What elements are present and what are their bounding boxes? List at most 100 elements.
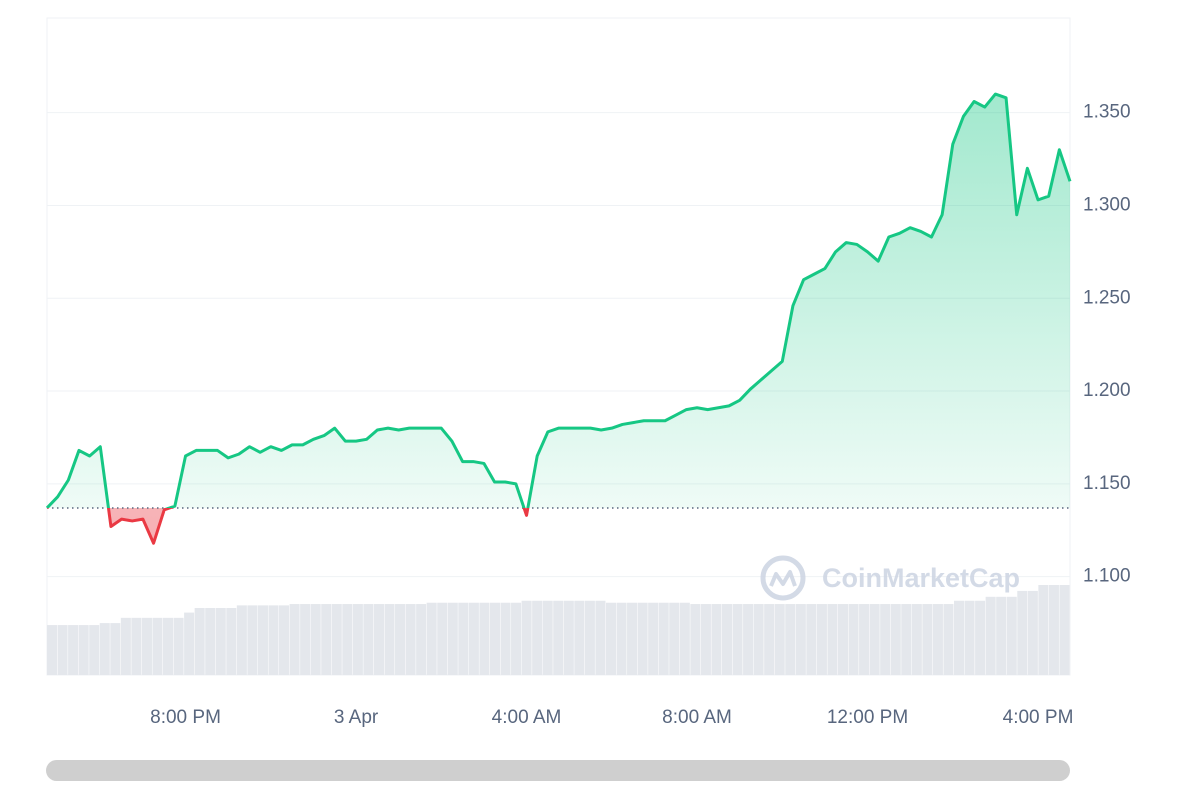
volume-bar — [257, 605, 268, 675]
volume-bar — [395, 604, 406, 675]
volume-bar — [711, 604, 722, 675]
volume-bar — [131, 617, 142, 675]
volume-bar — [732, 604, 743, 675]
y-tick-label: 1.200 — [1083, 380, 1131, 401]
volume-bar — [226, 607, 237, 675]
volume-bar — [785, 604, 796, 675]
volume-bar — [542, 600, 553, 675]
y-tick-label: 1.350 — [1083, 102, 1131, 123]
scrollbar[interactable] — [46, 760, 1070, 781]
volume-bar — [163, 617, 174, 675]
volume-bar — [247, 605, 258, 675]
volume-bar — [521, 600, 532, 675]
volume-bar — [1017, 590, 1028, 675]
volume-bar — [479, 602, 490, 675]
y-tick-label: 1.150 — [1083, 473, 1131, 494]
y-tick-label: 1.250 — [1083, 287, 1131, 308]
volume-bar — [679, 602, 690, 675]
watermark-text: CoinMarketCap — [822, 563, 1020, 593]
volume-bar — [99, 623, 110, 675]
volume-bar — [342, 604, 353, 675]
volume-bar — [869, 604, 880, 675]
volume-bar — [500, 602, 511, 675]
volume-bar — [901, 604, 912, 675]
volume-bar — [553, 600, 564, 675]
volume-bar — [47, 625, 58, 675]
volume-bar — [141, 617, 152, 675]
volume-bar — [574, 600, 585, 675]
volume-bar — [268, 605, 279, 675]
volume-bar — [184, 612, 195, 675]
volume-bar — [880, 604, 891, 675]
volume-bar — [489, 602, 500, 675]
volume-bar — [89, 625, 100, 675]
volume-bar — [774, 604, 785, 675]
volume-bar — [205, 607, 216, 675]
volume-bar — [78, 625, 89, 675]
volume-bar — [859, 604, 870, 675]
volume-bar — [110, 623, 121, 675]
price-line-up — [45, 92, 1072, 508]
volume-bar — [57, 625, 68, 675]
volume-bar — [1048, 584, 1059, 675]
x-tick-label: 3 Apr — [334, 707, 379, 728]
volume-bar — [416, 604, 427, 675]
volume-bar — [289, 604, 300, 675]
y-tick-label: 1.100 — [1083, 566, 1131, 587]
volume-bar — [405, 604, 416, 675]
volume-bar — [953, 600, 965, 675]
volume-bar — [616, 602, 627, 675]
volume-bar — [637, 602, 648, 675]
area-up — [47, 94, 1070, 508]
volume-bar — [437, 602, 448, 675]
y-tick-label: 1.300 — [1083, 194, 1131, 215]
volume-bar — [911, 604, 922, 675]
volume-bar — [627, 602, 638, 675]
x-tick-label: 4:00 AM — [492, 707, 562, 728]
volume-bar — [373, 604, 384, 675]
volume-bar — [721, 604, 733, 675]
volume-bar — [795, 604, 806, 675]
x-tick-label: 8:00 AM — [662, 707, 732, 728]
volume-bar — [279, 605, 290, 675]
volume-bar — [827, 604, 838, 675]
volume-bar — [331, 604, 342, 675]
volume-bar — [996, 596, 1007, 675]
volume-bar — [985, 596, 996, 675]
volume-bar — [426, 602, 437, 675]
volume-bar — [458, 602, 469, 675]
x-tick-label: 8:00 PM — [150, 707, 221, 728]
volume-bar — [310, 604, 321, 675]
volume-bar — [511, 602, 522, 675]
volume-bar — [964, 600, 975, 675]
volume-bar — [584, 600, 595, 675]
volume-bar — [173, 617, 184, 675]
volume-bar — [1038, 584, 1049, 675]
volume-bar — [932, 604, 943, 675]
volume-bar — [1059, 584, 1070, 675]
volume-bar — [120, 617, 131, 675]
volume-bar — [532, 600, 543, 675]
volume-bar — [816, 604, 827, 675]
volume-bar — [363, 604, 374, 675]
x-tick-label: 12:00 PM — [827, 707, 908, 728]
volume-bar — [468, 602, 479, 675]
volume-bar — [300, 604, 311, 675]
volume-bar — [595, 600, 606, 675]
volume-bar — [837, 604, 849, 675]
volume-bar — [922, 604, 933, 675]
volume-bar — [1027, 590, 1038, 675]
volume-bar — [975, 600, 986, 675]
area-down — [108, 507, 528, 544]
volume-bar — [890, 604, 901, 675]
volume-bar — [943, 604, 954, 675]
volume-bar — [152, 617, 163, 675]
volume-bar — [669, 602, 680, 675]
volume-bar — [848, 604, 859, 675]
volume-bar — [321, 604, 332, 675]
volume-bar — [605, 602, 617, 675]
volume-bar — [352, 604, 363, 675]
watermark: CoinMarketCap — [760, 555, 1020, 601]
